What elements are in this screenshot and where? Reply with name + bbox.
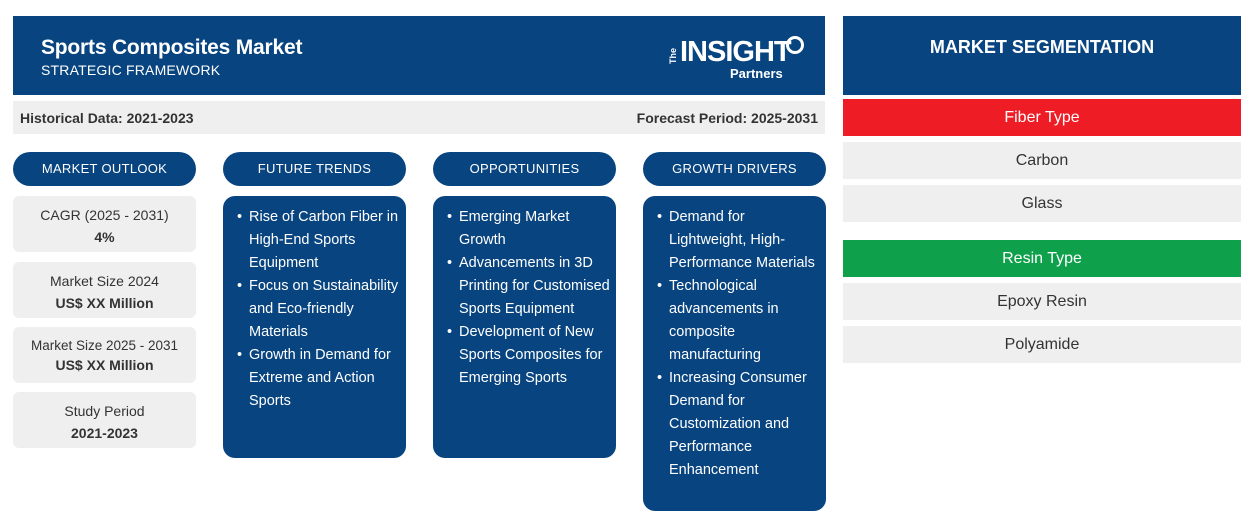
future-trends-heading: FUTURE TRENDS (223, 152, 406, 186)
future-trends-panel: Rise of Carbon Fiber in High-End Sports … (223, 196, 406, 458)
outlook-card-cagr: CAGR (2025 - 2031) 4% (13, 196, 196, 252)
opportunities-heading: OPPORTUNITIES (433, 152, 616, 186)
outlook-card-study-period: Study Period 2021-2023 (13, 392, 196, 448)
growth-drivers-heading: GROWTH DRIVERS (643, 152, 826, 186)
segment-item: Polyamide (843, 326, 1241, 363)
outlook-card-value: US$ XX Million (55, 295, 154, 311)
list-item: Development of New Sports Composites for… (447, 321, 610, 390)
list-item: Rise of Carbon Fiber in High-End Sports … (237, 206, 400, 275)
forecast-period: Forecast Period: 2025-2031 (636, 110, 818, 126)
future-trends-list: Rise of Carbon Fiber in High-End Sports … (237, 206, 400, 413)
report-title: Sports Composites Market (41, 36, 303, 59)
outlook-card-label: Market Size 2025 - 2031 (30, 338, 179, 353)
outlook-card-value: US$ XX Million (55, 357, 154, 373)
outlook-card-label: Study Period (64, 403, 145, 419)
outlook-card-label: CAGR (2025 - 2031) (40, 207, 169, 223)
outlook-card-market-size-forecast: Market Size 2025 - 2031 US$ XX Million (13, 327, 196, 383)
outlook-card-label: Market Size 2024 (50, 273, 159, 289)
opportunities-list: Emerging Market Growth Advancements in 3… (447, 206, 610, 390)
segment-item: Carbon (843, 142, 1241, 179)
segment-item: Glass (843, 185, 1241, 222)
list-item: Advancements in 3D Printing for Customis… (447, 252, 610, 321)
outlook-card-value: 2021-2023 (71, 425, 138, 441)
list-item: Emerging Market Growth (447, 206, 610, 252)
logo-the-text: The (668, 47, 678, 64)
logo-ring-icon (786, 36, 804, 54)
historical-period: Historical Data: 2021-2023 (20, 110, 194, 126)
logo-partners-text: Partners (730, 66, 783, 81)
list-item: Technological advancements in composite … (657, 275, 820, 367)
list-item: Focus on Sustainability and Eco-friendly… (237, 275, 400, 344)
market-outlook-heading: MARKET OUTLOOK (13, 152, 196, 186)
outlook-card-market-size-2024: Market Size 2024 US$ XX Million (13, 262, 196, 318)
segment-item: Epoxy Resin (843, 283, 1241, 320)
list-item: Growth in Demand for Extreme and Action … (237, 344, 400, 413)
report-header: Sports Composites Market STRATEGIC FRAME… (13, 16, 825, 95)
growth-drivers-panel: Demand for Lightweight, High-Performance… (643, 196, 826, 511)
insight-partners-logo: The INSIGHT Partners (668, 34, 804, 82)
list-item: Demand for Lightweight, High-Performance… (657, 206, 820, 275)
market-segmentation-title: MARKET SEGMENTATION (843, 16, 1241, 95)
growth-drivers-list: Demand for Lightweight, High-Performance… (657, 206, 820, 482)
fiber-type-heading: Fiber Type (843, 99, 1241, 136)
outlook-card-value: 4% (94, 229, 115, 245)
opportunities-panel: Emerging Market Growth Advancements in 3… (433, 196, 616, 458)
period-bar: Historical Data: 2021-2023 Forecast Peri… (13, 101, 825, 134)
list-item: Increasing Consumer Demand for Customiza… (657, 367, 820, 482)
resin-type-heading: Resin Type (843, 240, 1241, 277)
logo-insight-text: INSIGHT (680, 36, 792, 68)
report-subtitle: STRATEGIC FRAMEWORK (41, 62, 221, 78)
